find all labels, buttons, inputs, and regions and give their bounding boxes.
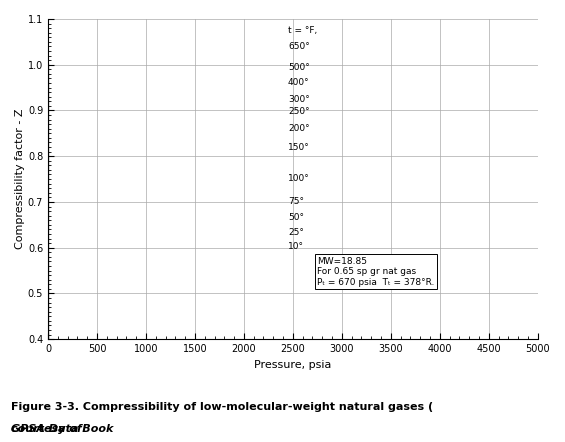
Text: 150°: 150° bbox=[288, 144, 310, 152]
Text: 200°: 200° bbox=[288, 124, 310, 133]
Text: 250°: 250° bbox=[288, 107, 310, 116]
Text: 500°: 500° bbox=[288, 63, 310, 72]
Text: Figure 3-3. Compressibility of low-molecular-weight natural gases (: Figure 3-3. Compressibility of low-molec… bbox=[11, 402, 433, 412]
Text: courtesy of: courtesy of bbox=[11, 424, 82, 442]
Text: 25°: 25° bbox=[288, 228, 304, 236]
Text: 50°: 50° bbox=[288, 213, 304, 222]
Text: 400°: 400° bbox=[288, 78, 310, 87]
Text: GPSA Data Book: GPSA Data Book bbox=[11, 424, 114, 434]
Text: 300°: 300° bbox=[288, 95, 310, 104]
Text: 10°: 10° bbox=[288, 242, 304, 251]
Text: 100°: 100° bbox=[288, 174, 310, 183]
Text: 650°: 650° bbox=[288, 42, 310, 51]
Y-axis label: Compressibility factor - Z: Compressibility factor - Z bbox=[15, 109, 25, 249]
Text: t = °F,: t = °F, bbox=[288, 26, 317, 35]
Text: MW=18.85
For 0.65 sp gr nat gas
Pₜ = 670 psia  Tₜ = 378°R.: MW=18.85 For 0.65 sp gr nat gas Pₜ = 670… bbox=[318, 257, 434, 286]
X-axis label: Pressure, psia: Pressure, psia bbox=[254, 359, 332, 370]
Text: 75°: 75° bbox=[288, 198, 304, 206]
